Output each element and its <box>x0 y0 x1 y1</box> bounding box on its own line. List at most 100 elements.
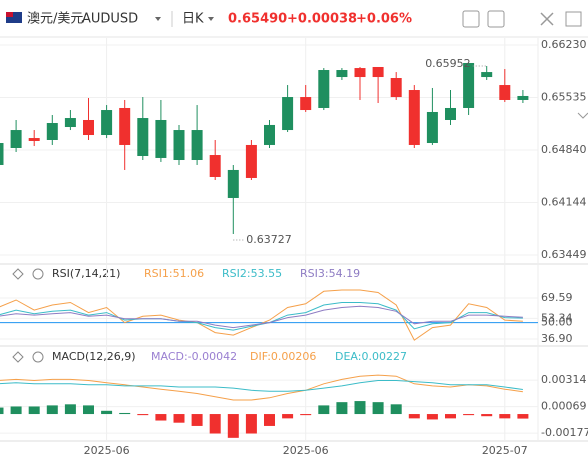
candle-body <box>137 118 149 157</box>
histogram-bar <box>481 414 493 417</box>
toolbar-icon[interactable] <box>565 11 582 27</box>
flag-icon <box>6 12 13 17</box>
toolbar-icon[interactable] <box>540 12 554 26</box>
candle-body <box>227 169 239 198</box>
histogram-bar <box>101 410 113 415</box>
legend-entry: DEA:0.00227 <box>335 350 407 363</box>
histogram-bar <box>517 414 529 419</box>
candle-body <box>191 130 203 161</box>
legend-entry: MACD:-0.00042 <box>151 350 237 363</box>
rsi-header: RSI(7,14,21) <box>12 267 120 280</box>
candle-body <box>83 119 94 136</box>
settings-icon[interactable] <box>32 268 44 280</box>
histogram-bar <box>83 405 94 415</box>
y-tick-label: 36.90 <box>541 332 573 345</box>
histogram-bar <box>426 414 438 420</box>
histogram-bar <box>227 414 239 438</box>
indicator-line <box>0 305 523 329</box>
candle-body <box>64 118 76 128</box>
candle-body <box>426 111 438 144</box>
histogram-bar <box>336 402 348 415</box>
dropdown-arrow[interactable] <box>155 17 161 21</box>
histogram-bar <box>245 414 257 434</box>
histogram-bar <box>209 414 221 434</box>
candle-body <box>101 110 113 136</box>
histogram-bar <box>28 406 40 415</box>
candle-body <box>408 90 420 145</box>
flag-icon <box>6 12 22 23</box>
histogram-bar <box>137 414 149 416</box>
histogram-bar <box>264 414 275 426</box>
candle-body <box>155 119 167 158</box>
histogram-bar <box>408 414 420 419</box>
change-pct: +0.06% <box>356 12 412 27</box>
histogram-bar <box>64 404 76 415</box>
histogram-bar <box>282 414 294 419</box>
x-tick-label: 2025-06 <box>283 444 329 457</box>
candle-body <box>499 85 511 100</box>
y-tick-label: 0.63449 <box>541 248 587 261</box>
period[interactable]: 日K <box>182 12 204 27</box>
y-tick-label: 0.64840 <box>541 143 587 156</box>
candle-body <box>209 155 221 177</box>
x-tick-label: 2025-07 <box>482 444 528 457</box>
candle-body <box>10 130 22 148</box>
dropdown-arrow[interactable] <box>208 17 214 21</box>
symbol[interactable]: AUDUSD <box>82 12 138 27</box>
y-tick-label: 0.64144 <box>541 196 587 209</box>
indicator-line <box>0 380 523 392</box>
candle-body <box>46 123 58 140</box>
histogram-bar <box>119 412 131 415</box>
y-tick-label: 0.66230 <box>541 38 587 51</box>
candle-body <box>264 124 275 145</box>
y-tick-label: -0.00177 <box>541 426 588 439</box>
settings-icon[interactable] <box>32 351 44 363</box>
candle-body <box>0 143 4 165</box>
histogram-bar <box>499 414 511 419</box>
histogram-bar <box>155 414 167 421</box>
candle-body <box>336 70 348 78</box>
legend-entry: RSI1:51.06 <box>144 267 204 280</box>
candle-body <box>119 107 131 145</box>
histogram-bar <box>191 414 203 426</box>
histogram-bar <box>0 407 4 415</box>
x-tick-label: 2025-06 <box>84 444 130 457</box>
annotation: 0.63727 <box>246 233 291 246</box>
toolbar-icon[interactable] <box>487 10 505 28</box>
y-tick-label: 69.59 <box>541 291 573 304</box>
candle-body <box>372 66 384 78</box>
histogram-bar <box>46 405 58 415</box>
candle-body <box>354 68 366 78</box>
eye-icon[interactable] <box>12 351 24 363</box>
macd-header: MACD(12,26,9) <box>12 350 136 363</box>
candle-body <box>463 62 475 108</box>
candle-body <box>390 78 402 98</box>
candle-body <box>318 70 330 108</box>
y-tick-label: 53.34 <box>541 311 573 324</box>
price: 0.65490 <box>228 12 287 27</box>
candle-body <box>300 97 312 111</box>
histogram-bar <box>173 414 185 423</box>
indicator-line <box>0 374 523 401</box>
histogram-bar <box>354 401 366 415</box>
indicator-line <box>0 302 523 331</box>
candle-body <box>517 95 529 100</box>
histogram-bar <box>300 414 312 416</box>
candle-body <box>173 130 185 161</box>
histogram-bar <box>390 404 402 415</box>
histogram-bar <box>10 406 22 415</box>
y-tick-label: 0.00069 <box>541 400 587 413</box>
candle-body <box>28 138 40 141</box>
histogram-bar <box>372 402 384 415</box>
legend-entry: RSI3:54.19 <box>300 267 360 280</box>
eye-icon[interactable] <box>12 268 24 280</box>
candle-body <box>245 144 257 178</box>
toolbar-icon[interactable] <box>462 10 480 28</box>
histogram-bar <box>445 414 456 419</box>
scroll-arrow[interactable] <box>577 112 588 119</box>
legend-entry: DIF:0.00206 <box>250 350 316 363</box>
y-tick-label: 0.00314 <box>541 373 587 386</box>
pair-name[interactable]: 澳元/美元 <box>27 11 83 27</box>
